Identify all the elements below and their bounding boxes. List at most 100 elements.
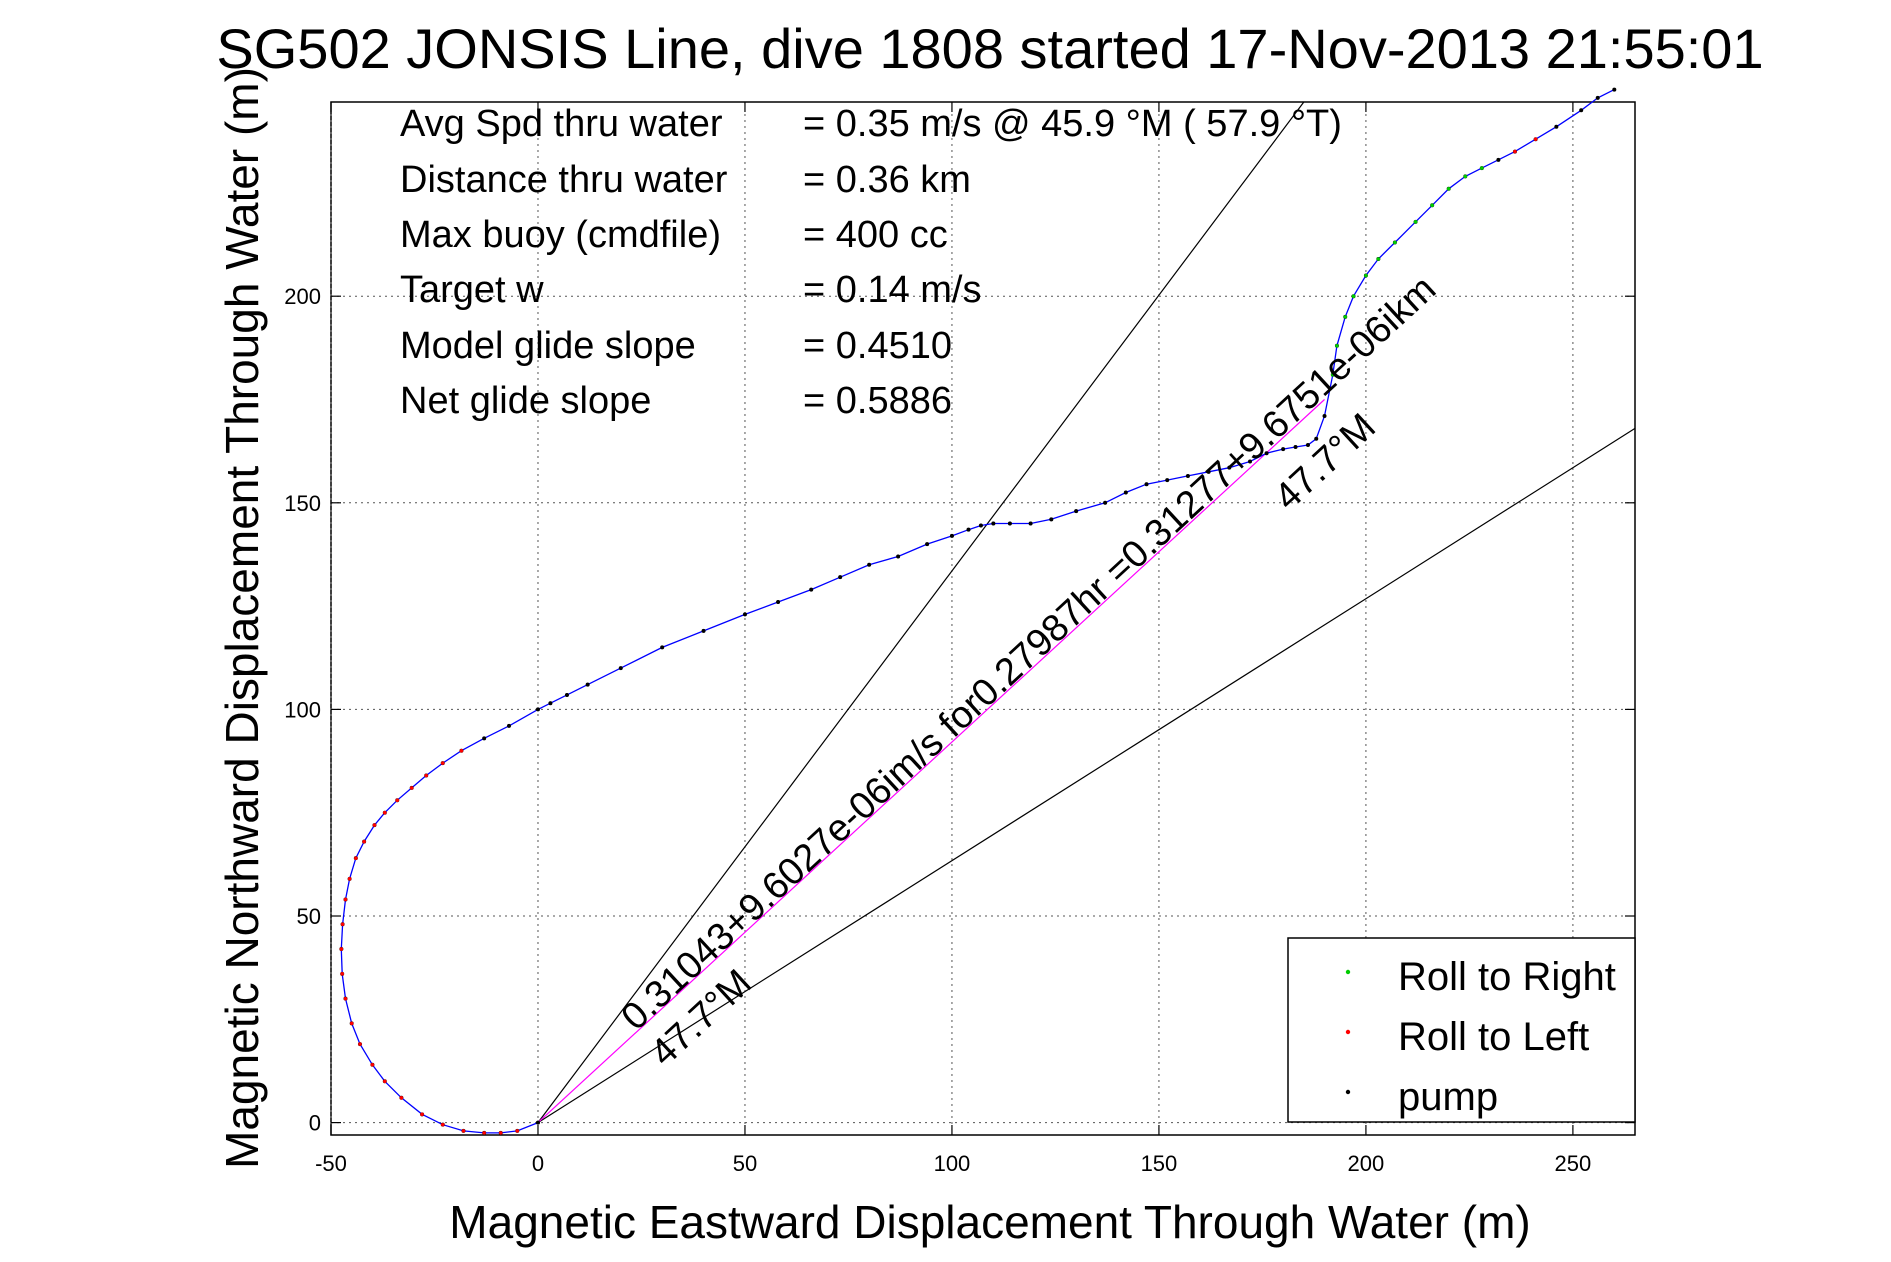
roll-to-right-point [1393, 240, 1397, 245]
track-point [1264, 451, 1269, 456]
roll-to-left-point [461, 1129, 466, 1133]
pump-point [950, 534, 954, 538]
roll-to-left-point [440, 761, 445, 765]
reference-line [537, 101, 1305, 1123]
track-point [1595, 95, 1600, 100]
reference-lines [537, 101, 1636, 1124]
roll-to-right-point [1446, 186, 1451, 191]
roll-to-left-point [399, 1096, 404, 1100]
roll-to-right-point [1430, 203, 1434, 208]
roll-to-left-point [515, 1129, 520, 1133]
track-point [1248, 459, 1253, 464]
roll-to-left-point [347, 877, 352, 881]
roll-to-left-point [424, 773, 429, 778]
track-point [742, 612, 747, 617]
info-block: Avg Spd thru water = 0.35 m/s @ 45.9 °M … [400, 103, 1342, 422]
track-point [660, 645, 665, 650]
pump-point [896, 554, 900, 559]
track-point [1293, 445, 1298, 450]
legend-label-roll-left: Roll to Left [1398, 1015, 1589, 1059]
x-tick-label: -50 [315, 1151, 347, 1176]
roll-to-left-point [383, 1079, 387, 1084]
track-point [1206, 469, 1211, 474]
pump-point [776, 600, 780, 604]
info-label-net-glide: Net glide slope [400, 380, 651, 422]
x-tick-label: 100 [934, 1151, 971, 1176]
pump-point [536, 1120, 540, 1125]
track-point [507, 723, 512, 728]
track-point [1227, 465, 1232, 470]
track-point [482, 736, 487, 741]
roll-to-right-point [1351, 294, 1356, 299]
pump-point [565, 693, 569, 697]
track-point [1322, 414, 1327, 419]
reference-line [537, 399, 1325, 1124]
roll-to-right-point [1376, 257, 1381, 261]
roll-to-left-point [440, 1122, 445, 1127]
x-tick-label: 250 [1555, 1151, 1592, 1176]
info-value-distance: = 0.36 km [803, 159, 971, 201]
roll-to-right-point [1335, 343, 1339, 348]
roll-to-left-point [409, 786, 414, 790]
roll-to-right-point [1480, 166, 1484, 170]
roll-to-left-point [383, 810, 387, 815]
track-point [1281, 447, 1286, 452]
info-value-target-w: = 0.14 m/s [803, 269, 981, 311]
roll-to-right-point [1343, 315, 1348, 319]
y-tick-label: 50 [297, 904, 321, 929]
pump-point [1103, 501, 1107, 505]
series-layer [339, 87, 1617, 1135]
grid-layer [330, 102, 1635, 1135]
roll-to-left-point [370, 1062, 375, 1067]
pump-point [1074, 509, 1078, 513]
x-tick-label: 150 [1141, 1151, 1178, 1176]
y-tick-label: 150 [284, 491, 321, 516]
track-point [867, 562, 872, 567]
roll-to-left-point [482, 1131, 486, 1135]
chart-title: SG502 JONSIS Line, dive 1808 started 17-… [216, 17, 1763, 80]
info-label-model-glide: Model glide slope [400, 325, 696, 367]
x-tick-label: 200 [1348, 1151, 1385, 1176]
roll-to-left-point [343, 996, 348, 1001]
roll-to-left-point [395, 798, 400, 803]
roll-to-right-point [1331, 372, 1335, 377]
track-point [618, 666, 623, 671]
track-point [809, 587, 814, 592]
pump-point [991, 521, 996, 526]
pump-point [1124, 490, 1128, 495]
roll-to-left-point [339, 947, 344, 951]
roll-to-left-point [349, 1021, 354, 1026]
roll-to-left-point [358, 1042, 362, 1046]
pump-point [585, 682, 590, 687]
roll-to-left-point [1513, 149, 1517, 154]
legend-marker-roll-left [1345, 1029, 1351, 1035]
track-point [1496, 157, 1501, 162]
reference-line [537, 427, 1636, 1124]
roll-to-left-point [1533, 137, 1538, 141]
roll-to-left-point [340, 972, 344, 976]
pump-point [1008, 521, 1012, 526]
info-value-max-buoy: = 400 cc [803, 214, 948, 256]
legend-marker-roll-right [1345, 969, 1351, 975]
roll-to-left-point [459, 748, 464, 753]
pump-point [979, 523, 983, 528]
roll-to-left-point [354, 856, 358, 860]
x-axis-label: Magnetic Eastward Displacement Through W… [449, 1196, 1530, 1248]
legend: Roll to Right Roll to Left pump [1287, 937, 1636, 1123]
track-point [1305, 442, 1310, 447]
roll-to-right-point [1463, 174, 1468, 179]
y-tick-label: 100 [284, 697, 321, 722]
y-tick-label: 0 [309, 1111, 321, 1136]
track-point [535, 707, 540, 712]
track-line [340, 89, 1615, 1134]
pump-point [925, 542, 929, 546]
y-tick-label: 200 [284, 284, 321, 309]
pump-point [701, 629, 706, 633]
x-tick-label: 0 [532, 1151, 544, 1176]
pump-point [548, 701, 553, 706]
track-point [1185, 473, 1190, 478]
pump-point [1028, 521, 1033, 526]
info-label-max-buoy: Max buoy (cmdfile) [400, 214, 721, 256]
